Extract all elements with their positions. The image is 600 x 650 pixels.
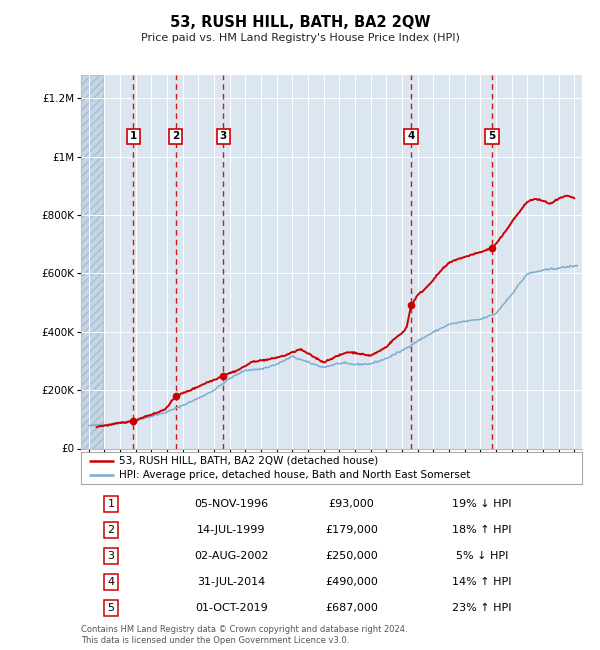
Text: £250,000: £250,000 [325, 551, 378, 561]
Text: 2: 2 [107, 525, 115, 535]
Text: 3: 3 [107, 551, 115, 561]
Text: Contains HM Land Registry data © Crown copyright and database right 2024.
This d: Contains HM Land Registry data © Crown c… [81, 625, 407, 645]
Text: 14% ↑ HPI: 14% ↑ HPI [452, 577, 512, 587]
Text: 3: 3 [220, 131, 227, 142]
Text: 53, RUSH HILL, BATH, BA2 2QW: 53, RUSH HILL, BATH, BA2 2QW [170, 15, 430, 31]
Text: 1: 1 [130, 131, 137, 142]
Text: 4: 4 [107, 577, 115, 587]
Text: 18% ↑ HPI: 18% ↑ HPI [452, 525, 512, 535]
Text: 19% ↓ HPI: 19% ↓ HPI [452, 499, 512, 509]
Text: 5% ↓ HPI: 5% ↓ HPI [455, 551, 508, 561]
Text: £179,000: £179,000 [325, 525, 378, 535]
Text: £490,000: £490,000 [325, 577, 378, 587]
Text: HPI: Average price, detached house, Bath and North East Somerset: HPI: Average price, detached house, Bath… [119, 471, 470, 480]
Text: 2: 2 [172, 131, 179, 142]
Text: 23% ↑ HPI: 23% ↑ HPI [452, 603, 512, 613]
Text: £687,000: £687,000 [325, 603, 378, 613]
Text: 4: 4 [407, 131, 415, 142]
Bar [81, 75, 103, 448]
Text: 5: 5 [107, 603, 115, 613]
Text: 02-AUG-2002: 02-AUG-2002 [194, 551, 269, 561]
Text: Price paid vs. HM Land Registry's House Price Index (HPI): Price paid vs. HM Land Registry's House … [140, 32, 460, 43]
Text: 01-OCT-2019: 01-OCT-2019 [195, 603, 268, 613]
Text: 05-NOV-1996: 05-NOV-1996 [194, 499, 268, 509]
Text: £93,000: £93,000 [329, 499, 374, 509]
Text: 31-JUL-2014: 31-JUL-2014 [197, 577, 265, 587]
Text: 5: 5 [488, 131, 496, 142]
Text: 53, RUSH HILL, BATH, BA2 2QW (detached house): 53, RUSH HILL, BATH, BA2 2QW (detached h… [119, 456, 378, 465]
Text: 1: 1 [107, 499, 115, 509]
Bar [81, 75, 103, 448]
Text: 14-JUL-1999: 14-JUL-1999 [197, 525, 266, 535]
